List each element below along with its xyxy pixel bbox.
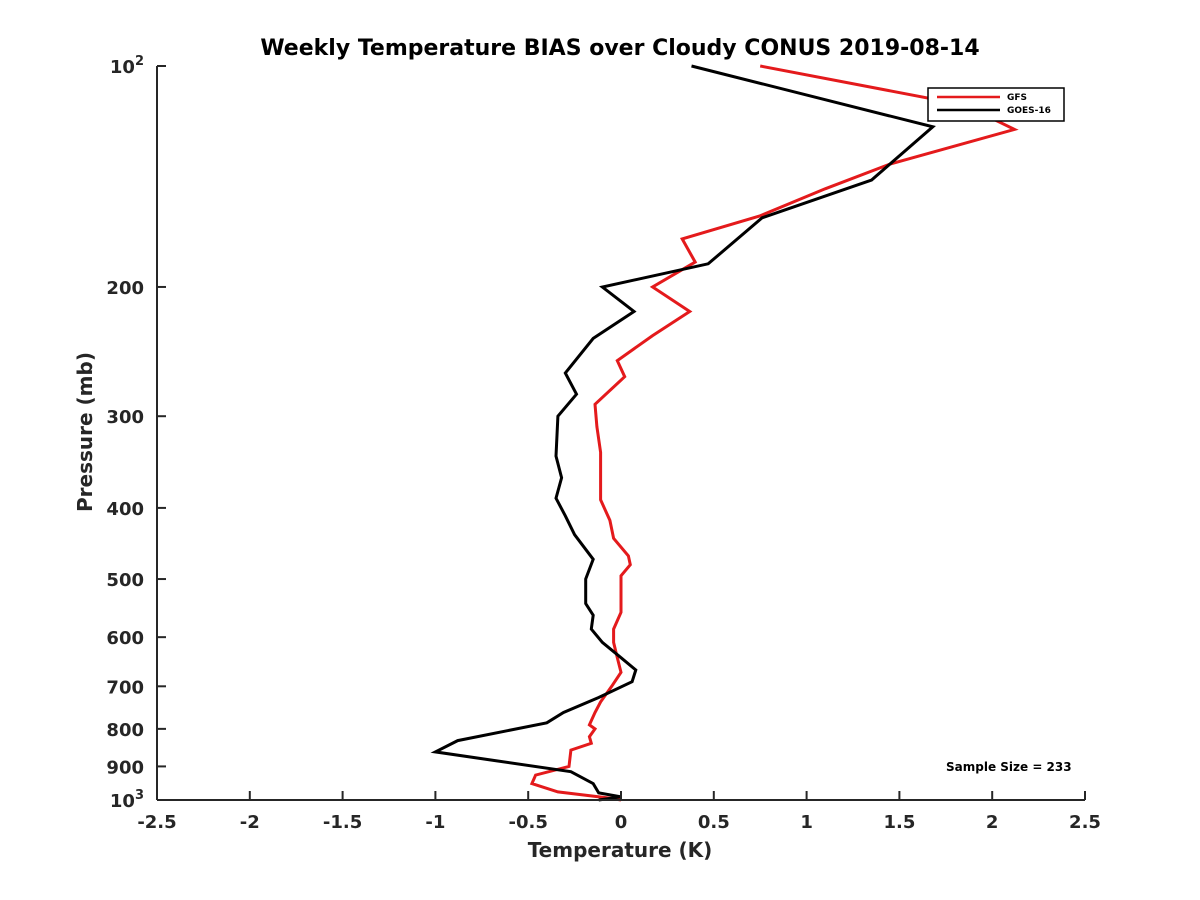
y-tick-label-3: 400 bbox=[106, 499, 144, 520]
x-tick-label-5: 0 bbox=[615, 812, 628, 833]
sample-size-note: Sample Size = 233 bbox=[946, 760, 1072, 774]
y-tick-label-6: 700 bbox=[106, 677, 144, 698]
y-tick-label-7: 800 bbox=[106, 720, 144, 741]
legend-label-1: GOES-16 bbox=[1007, 106, 1051, 116]
x-tick-label-2: -1.5 bbox=[323, 812, 362, 833]
x-tick-label-10: 2.5 bbox=[1069, 812, 1101, 833]
x-tick-label-1: -2 bbox=[240, 812, 260, 833]
x-tick-label-6: 0.5 bbox=[698, 812, 730, 833]
chart-title: Weekly Temperature BIAS over Cloudy CONU… bbox=[260, 36, 979, 61]
x-tick-label-4: -0.5 bbox=[509, 812, 548, 833]
series-line-0 bbox=[529, 64, 1019, 802]
x-tick-label-0: -2.5 bbox=[137, 812, 176, 833]
y-tick-label-0: 102 bbox=[110, 54, 144, 78]
x-tick-label-3: -1 bbox=[425, 812, 445, 833]
x-tick-label-8: 1.5 bbox=[883, 812, 915, 833]
x-tick-label-9: 2 bbox=[986, 812, 999, 833]
y-tick-label-8: 900 bbox=[106, 757, 144, 778]
y-tick-label-9: 103 bbox=[110, 788, 144, 812]
series-layer bbox=[430, 64, 1019, 802]
series-line-1 bbox=[430, 64, 936, 802]
y-tick-label-2: 300 bbox=[106, 407, 144, 428]
y-tick-label-1: 200 bbox=[106, 278, 144, 299]
y-tick-label-4: 500 bbox=[106, 570, 144, 591]
legend-label-0: GFS bbox=[1007, 93, 1027, 103]
y-axis-label: Pressure (mb) bbox=[73, 352, 97, 512]
y-tick-label-5: 600 bbox=[106, 628, 144, 649]
legend-box bbox=[927, 87, 1065, 122]
x-tick-label-7: 1 bbox=[800, 812, 813, 833]
axes-layer: -2.5 -2 -1.5 -1 -0.5 0 0.5 1 1.5 2 2.5 102 200 300 400… bbox=[106, 54, 1101, 833]
x-axis-label: Temperature (K) bbox=[528, 838, 713, 862]
legend: GFS GOES-16 bbox=[927, 87, 1065, 122]
